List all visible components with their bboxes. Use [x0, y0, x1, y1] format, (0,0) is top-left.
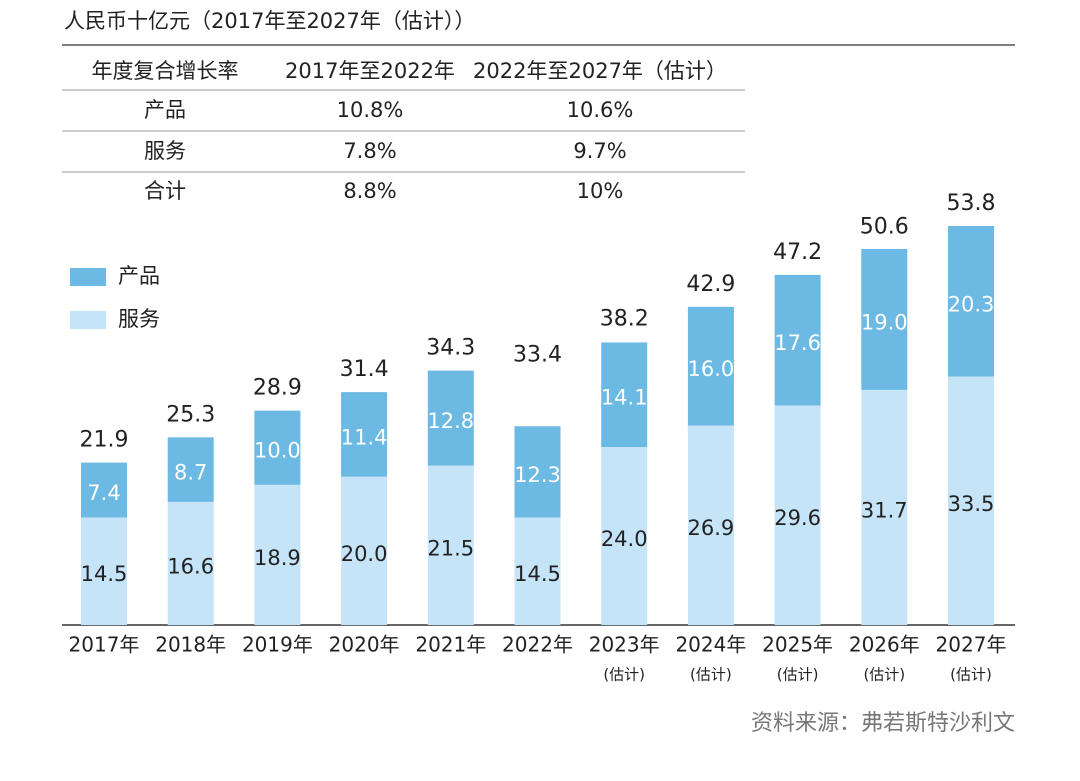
value-label: 14.5 — [81, 562, 128, 586]
bar-segment — [687, 306, 734, 426]
bar-segment — [427, 370, 474, 466]
bar-segment — [167, 501, 214, 625]
table-cell: 8.8% — [343, 179, 396, 203]
x-tick-label: 2024年 — [675, 633, 746, 657]
value-label: 14.5 — [514, 562, 561, 586]
legend-label: 服务 — [118, 307, 160, 331]
table-cell: 10.8% — [337, 98, 404, 122]
table-cell: 服务 — [144, 139, 186, 163]
x-tick-label: 2022年 — [502, 633, 573, 657]
bar-segment — [341, 476, 388, 625]
value-label: 10.0 — [254, 439, 301, 463]
value-label: 29.6 — [774, 506, 821, 530]
x-tick-label: 2021年 — [415, 633, 486, 657]
source: 资料来源：弗若斯特沙利文 — [751, 711, 1015, 736]
value-label: 16.0 — [688, 357, 735, 381]
value-label: 18.9 — [254, 546, 301, 570]
bar-segment — [514, 426, 561, 518]
bar-segment — [427, 465, 474, 625]
bar-segment — [601, 342, 648, 447]
total-label: 34.3 — [426, 336, 475, 361]
x-tick-note: (估计) — [603, 666, 645, 684]
table-header: 2022年至2027年（估计） — [473, 59, 727, 83]
x-tick-label: 2025年 — [762, 633, 833, 657]
bar-segment — [341, 392, 388, 477]
bar-segment — [254, 484, 301, 625]
value-label: 17.6 — [774, 331, 821, 355]
bar-segment — [948, 376, 994, 625]
bar-segment — [601, 447, 648, 625]
value-label: 33.5 — [948, 492, 995, 516]
total-label: 42.9 — [686, 272, 735, 297]
bar-segment — [687, 425, 734, 625]
bar-segment — [167, 437, 214, 502]
table-cell: 7.8% — [343, 139, 396, 163]
table-header: 年度复合增长率 — [92, 59, 239, 83]
x-tick-note: (估计) — [777, 666, 819, 684]
bar-segment — [948, 225, 994, 377]
value-label: 24.0 — [601, 527, 648, 551]
bar-segment — [861, 248, 908, 390]
bar-segment — [774, 274, 821, 406]
value-label: 7.4 — [87, 481, 120, 505]
x-tick-note: (估计) — [690, 666, 732, 684]
total-label: 38.2 — [600, 307, 649, 332]
total-label: 21.9 — [80, 428, 129, 453]
table-cell: 10.6% — [567, 98, 634, 122]
x-tick-label: 2017年 — [69, 633, 140, 657]
value-label: 26.9 — [688, 516, 735, 540]
value-label: 31.7 — [861, 498, 908, 522]
table-cell: 产品 — [144, 98, 186, 122]
legend-swatch — [70, 311, 106, 329]
total-label: 33.4 — [513, 342, 562, 367]
total-label: 53.8 — [947, 191, 996, 216]
total-label: 25.3 — [166, 402, 215, 427]
table-cell: 10% — [577, 179, 624, 203]
total-label: 47.2 — [773, 240, 822, 265]
x-tick-label: 2018年 — [155, 633, 226, 657]
value-label: 11.4 — [341, 425, 388, 449]
x-tick-label: 2027年 — [936, 633, 1007, 657]
total-label: 28.9 — [253, 376, 302, 401]
table-header: 2017年至2022年 — [285, 59, 455, 83]
x-tick-label: 2026年 — [849, 633, 920, 657]
value-label: 20.0 — [341, 542, 388, 566]
value-label: 16.6 — [167, 554, 214, 578]
legend-label: 产品 — [118, 264, 160, 288]
total-label: 50.6 — [860, 215, 909, 240]
bar-segment — [514, 517, 561, 625]
value-label: 8.7 — [174, 461, 207, 485]
x-tick-label: 2023年 — [589, 633, 660, 657]
value-label: 20.3 — [948, 292, 995, 316]
bar-segment — [81, 517, 127, 625]
legend-swatch — [70, 268, 106, 286]
x-tick-note: (估计) — [950, 666, 992, 684]
value-label: 12.8 — [427, 409, 474, 433]
bar-segment — [774, 405, 821, 625]
value-label: 12.3 — [514, 463, 561, 487]
bar-segment — [861, 389, 908, 625]
table-cell: 合计 — [144, 179, 186, 203]
chart-title: 人民币十亿元（2017年至2027年（估计）） — [64, 9, 475, 33]
value-label: 21.5 — [427, 536, 474, 560]
x-tick-note: (估计) — [863, 666, 905, 684]
table-cell: 9.7% — [573, 139, 626, 163]
x-tick-label: 2019年 — [242, 633, 313, 657]
value-label: 19.0 — [861, 310, 908, 334]
bar-segment — [81, 462, 127, 518]
value-label: 14.1 — [601, 386, 648, 410]
x-tick-label: 2020年 — [329, 633, 400, 657]
bar-segment — [254, 410, 301, 485]
total-label: 31.4 — [340, 357, 389, 382]
